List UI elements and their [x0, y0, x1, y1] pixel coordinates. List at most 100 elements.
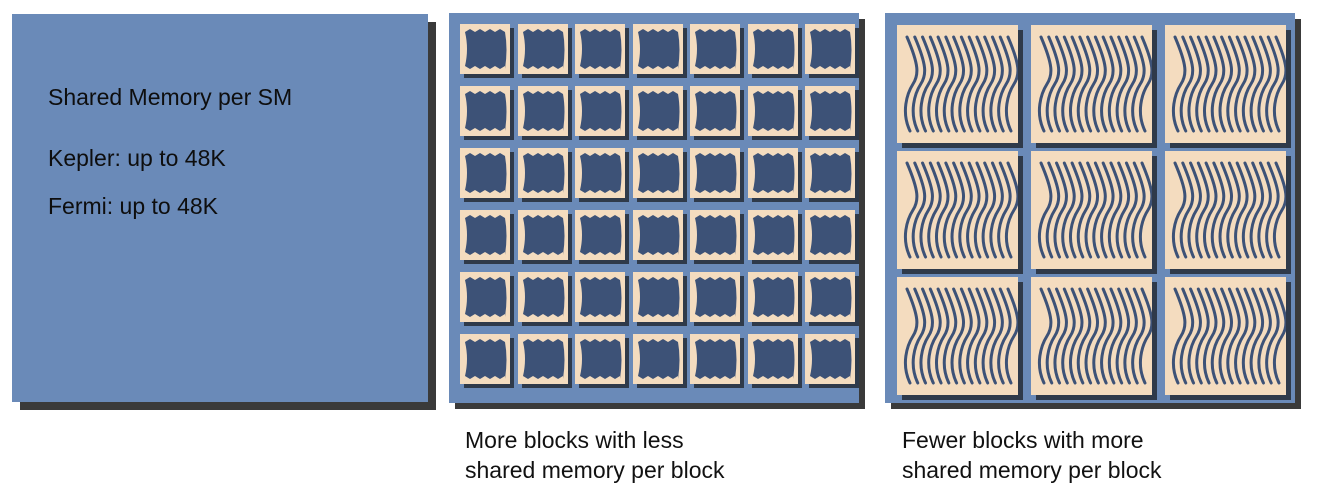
- thread-wave: [1131, 161, 1146, 259]
- memory-fill-icon: [522, 153, 564, 193]
- thread-wave: [1053, 161, 1068, 259]
- memory-fill-icon: [695, 339, 737, 379]
- thread-wave: [927, 161, 942, 259]
- memory-fill-icon: [810, 29, 852, 69]
- small-thread-block: [690, 272, 740, 322]
- thread-wave: [1037, 161, 1053, 259]
- thread-wave: [1195, 161, 1210, 259]
- small-thread-block: [690, 210, 740, 260]
- memory-fill-icon: [580, 339, 622, 379]
- thread-wave: [1171, 161, 1187, 259]
- thread-wave: [1202, 161, 1218, 259]
- many-blocks-caption-line2: shared memory per block: [465, 457, 725, 483]
- memory-fill-icon: [522, 339, 564, 379]
- thread-wave: [1265, 35, 1280, 133]
- thread-wave: [927, 35, 942, 133]
- thread-wave: [1084, 287, 1100, 385]
- thread-wave: [919, 287, 934, 385]
- thread-wave: [989, 161, 1004, 259]
- thread-wave: [1115, 35, 1131, 133]
- few-blocks-caption: Fewer blocks with more shared memory per…: [902, 425, 1162, 485]
- thread-wave: [1138, 287, 1154, 385]
- thread-wave: [1131, 287, 1146, 385]
- memory-fill-shape: [465, 277, 507, 317]
- small-thread-block: [690, 334, 740, 384]
- memory-fill-shape: [752, 29, 794, 69]
- memory-fill-icon: [637, 29, 679, 69]
- small-thread-block: [632, 24, 683, 74]
- memory-fill-icon: [637, 153, 679, 193]
- large-thread-block: [1031, 151, 1154, 269]
- thread-wave: [1272, 161, 1288, 259]
- memory-fill-icon: [580, 215, 622, 255]
- thread-wave: [981, 35, 997, 133]
- memory-fill-shape: [695, 91, 737, 131]
- memory-fill-shape: [465, 215, 507, 255]
- thread-wave: [989, 287, 1004, 385]
- thread-wave: [903, 161, 919, 259]
- thread-wave: [1179, 161, 1195, 259]
- thread-wave: [989, 35, 1004, 133]
- thread-wave: [942, 35, 958, 133]
- memory-fill-shape: [752, 339, 794, 379]
- memory-fill-shape: [810, 91, 852, 131]
- thread-wave: [903, 35, 919, 133]
- small-thread-block: [517, 272, 568, 322]
- thread-wave: [1218, 287, 1234, 385]
- thread-wave: [1195, 35, 1210, 133]
- memory-fill-shape: [637, 29, 679, 69]
- thread-wave: [911, 287, 927, 385]
- thread-wave: [1226, 35, 1241, 133]
- thread-wave: [911, 35, 927, 133]
- large-thread-block: [897, 277, 1020, 395]
- thread-wave: [973, 35, 989, 133]
- thread-wave: [934, 161, 950, 259]
- thread-wave: [1138, 161, 1154, 259]
- thread-waves-icon: [1171, 35, 1288, 133]
- thread-wave: [1123, 35, 1138, 133]
- thread-wave: [1210, 287, 1226, 385]
- thread-waves-icon: [903, 161, 1020, 259]
- few-blocks-panel: [885, 13, 1295, 403]
- thread-wave: [1045, 161, 1061, 259]
- memory-fill-icon: [465, 339, 507, 379]
- thread-wave: [1092, 35, 1107, 133]
- memory-fill-shape: [637, 153, 679, 193]
- memory-fill-icon: [695, 153, 737, 193]
- memory-fill-icon: [522, 29, 564, 69]
- memory-fill-shape: [580, 91, 622, 131]
- memory-fill-shape: [522, 277, 564, 317]
- memory-fill-shape: [810, 153, 852, 193]
- kepler-line: Kepler: up to 48K: [48, 145, 226, 171]
- thread-wave: [1100, 161, 1115, 259]
- memory-fill-shape: [752, 277, 794, 317]
- memory-fill-shape: [810, 277, 852, 317]
- memory-fill-shape: [580, 339, 622, 379]
- memory-fill-icon: [695, 91, 737, 131]
- thread-waves-icon: [903, 35, 1020, 133]
- small-thread-block: [632, 210, 683, 260]
- memory-fill-icon: [580, 277, 622, 317]
- memory-fill-icon: [810, 215, 852, 255]
- thread-wave: [950, 161, 966, 259]
- memory-fill-icon: [810, 91, 852, 131]
- memory-fill-shape: [637, 91, 679, 131]
- memory-fill-icon: [752, 91, 794, 131]
- memory-fill-icon: [637, 277, 679, 317]
- fermi-line: Fermi: up to 48K: [48, 193, 219, 219]
- memory-fill-icon: [752, 277, 794, 317]
- thread-wave: [973, 287, 989, 385]
- thread-wave: [1179, 35, 1195, 133]
- thread-wave: [1226, 161, 1241, 259]
- memory-fill-shape: [522, 29, 564, 69]
- thread-waves-icon: [1037, 161, 1154, 259]
- thread-wave: [1084, 35, 1100, 133]
- memory-fill-icon: [695, 215, 737, 255]
- small-thread-block: [632, 272, 683, 322]
- small-thread-block: [805, 272, 855, 322]
- thread-wave: [1004, 287, 1020, 385]
- thread-wave: [950, 287, 966, 385]
- memory-fill-shape: [695, 215, 737, 255]
- small-thread-block: [747, 86, 798, 136]
- thread-wave: [981, 287, 997, 385]
